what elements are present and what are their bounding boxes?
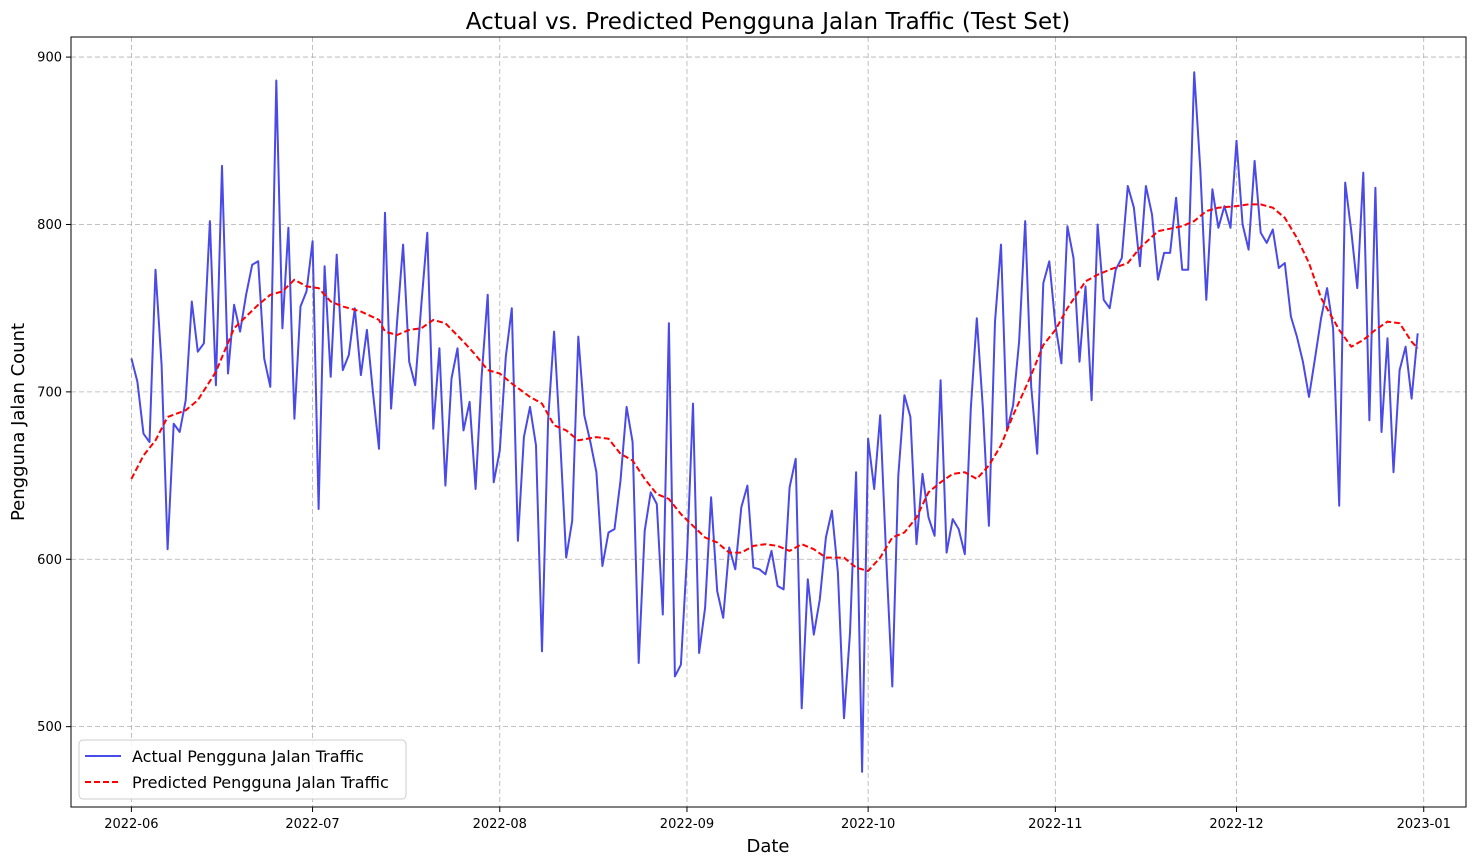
- y-tick-label: 700: [37, 385, 62, 400]
- x-tick-label: 2022-08: [473, 817, 527, 832]
- legend-box: [78, 739, 407, 800]
- series-layer: [130, 71, 1419, 773]
- legend-label: Actual Pengguna Jalan Traffic: [132, 747, 364, 766]
- y-tick-label: 900: [37, 51, 62, 66]
- x-tick-label: 2022-07: [285, 817, 339, 832]
- actual-series-line: [130, 71, 1419, 773]
- legend: Actual Pengguna Jalan Traffic Predicted P…: [78, 739, 407, 800]
- legend-label: Predicted Pengguna Jalan Traffic: [132, 773, 389, 792]
- predicted-series-line: [130, 203, 1419, 572]
- axis-ticks: 2022-06 2022-07 2022-08 2022-09 2022-10 2022-…: [37, 51, 1451, 832]
- plot-frame: [70, 36, 1467, 808]
- y-tick-label: 800: [37, 218, 62, 233]
- grid: [71, 37, 1466, 807]
- y-tick-label: 600: [37, 553, 62, 568]
- x-tick-label: 2023-01: [1397, 817, 1451, 832]
- y-tick-label: 500: [37, 720, 62, 735]
- x-axis-title: Date: [746, 836, 789, 857]
- x-tick-label: 2022-06: [104, 817, 158, 832]
- y-axis-title: Pengguna Jalan Count: [8, 323, 29, 521]
- x-tick-label: 2022-09: [660, 817, 714, 832]
- x-tick-label: 2022-12: [1209, 817, 1263, 832]
- x-tick-label: 2022-11: [1028, 817, 1082, 832]
- chart-title: Actual vs. Predicted Pengguna Jalan Traf…: [466, 9, 1070, 35]
- x-tick-label: 2022-10: [841, 817, 895, 832]
